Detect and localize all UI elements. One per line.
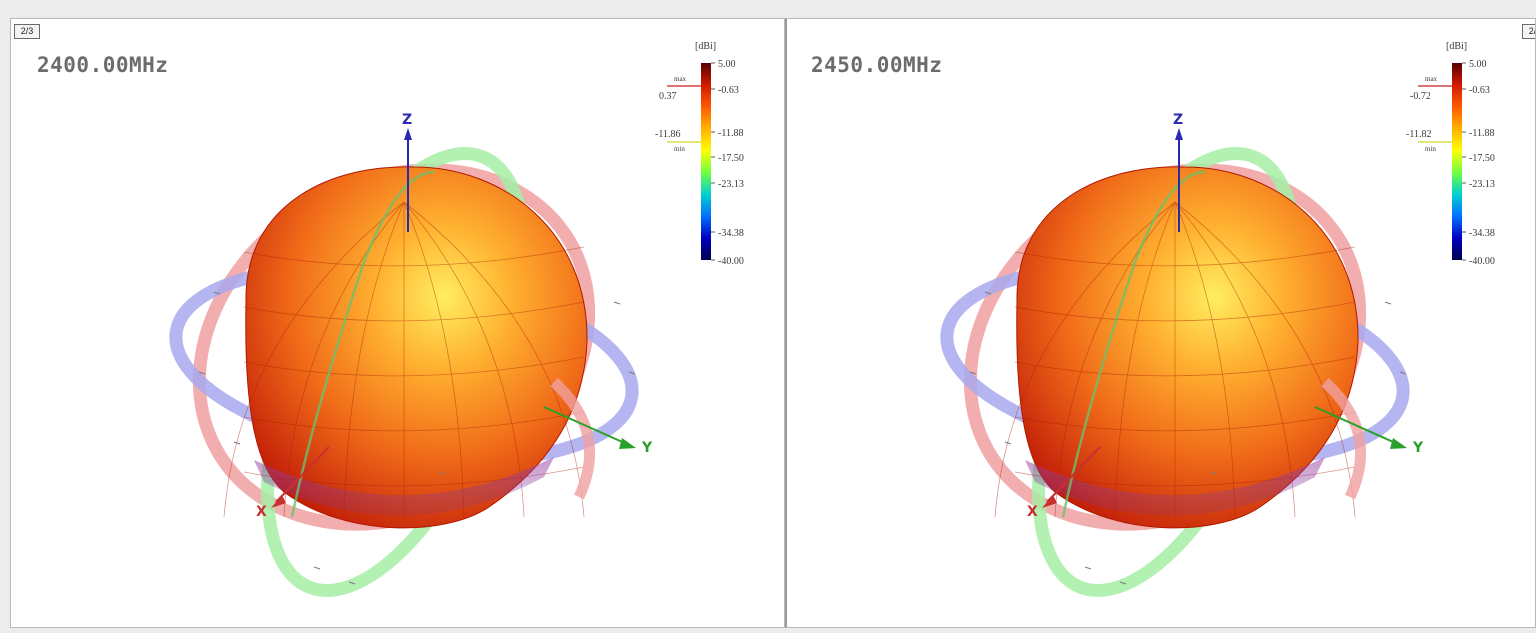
ring-tick [969, 371, 977, 375]
pattern-panel-right: 2/3 2450.00MHz Z Y X [dBi]5.00 -0.63 -11.88 -1… [785, 18, 1536, 628]
colorbar: [dBi]5.00 -0.63 -11.88 -17.50 -23.13 -34.38 -4… [1406, 41, 1495, 267]
colorbar-gradient [1452, 63, 1462, 260]
pattern-bottom-band [1025, 457, 1325, 516]
min-value: -11.86 [655, 129, 680, 140]
view-toggle-button[interactable]: 2/3 [1522, 24, 1535, 39]
ring-tick [1004, 441, 1012, 445]
x-axis-line [275, 446, 330, 503]
frequency-title: 2450.00MHz [811, 53, 943, 77]
frequency-title: 2400.00MHz [37, 53, 169, 77]
colorbar: [dBi]5.00 -0.63 -11.88 -17.50 -23.13 -34.38 -4… [655, 41, 744, 267]
colorbar-tick-label: -23.13 [718, 179, 744, 190]
y-axis-arrow [1390, 438, 1407, 449]
pattern-bottom-band [254, 457, 554, 516]
colorbar-tick-label: -40.00 [718, 256, 744, 267]
colorbar-tick-label: -40.00 [1469, 256, 1495, 267]
view-toggle-button[interactable]: 2/3 [14, 24, 40, 39]
colorbar-unit: [dBi] [1446, 41, 1467, 52]
y-axis-line [1314, 406, 1401, 446]
pattern-panel-left: 2/3 2400.00MHz Z Y X [dBi] 5.00 -0.63 -11.88 -1… [10, 18, 785, 628]
x-axis-label: X [256, 504, 267, 520]
ring-ticks [969, 291, 1407, 585]
min-marker-label: min [674, 145, 685, 153]
ring-tick [213, 291, 221, 295]
ring-tick [1084, 566, 1092, 570]
ring-tick [438, 471, 446, 475]
colorbar-tick-label: 5.00 [718, 59, 736, 70]
ring-tick [1209, 471, 1217, 475]
radiation-pattern-3d[interactable]: Z Y X [dBi]5.00 -0.63 -11.88 -17.50 -23.13 -34.3… [787, 19, 1536, 628]
y-axis-label: Y [1412, 440, 1424, 456]
ring-tick [198, 371, 206, 375]
radiation-pattern-3d[interactable]: Z Y X [dBi]5.00 -0.63 -11.88 -17.50 -23.13 -34.3… [11, 19, 785, 628]
pattern-facets [223, 201, 585, 518]
max-value: -0.72 [1410, 91, 1431, 102]
y-axis-arrow [619, 438, 636, 449]
ring-tick [313, 566, 321, 570]
colorbar-gradient [701, 63, 711, 260]
colorbar-tick-label: -34.38 [1469, 228, 1495, 239]
colorbar-tick-label: 5.00 [1469, 59, 1487, 70]
ring-tick [233, 441, 241, 445]
theta-ring-front [550, 377, 596, 500]
max-marker-label: max [674, 75, 687, 83]
x-axis-line [1046, 446, 1101, 503]
ring-tick [1119, 581, 1127, 585]
x-axis-label: X [1027, 504, 1038, 520]
ring-tick [984, 291, 992, 295]
min-marker-label: min [1425, 145, 1436, 153]
y-axis-line [543, 406, 630, 446]
colorbar-tick-label: -11.88 [1469, 128, 1494, 139]
colorbar-tick-label: -17.50 [1469, 153, 1495, 164]
ring-tick [613, 301, 621, 305]
ring-tick [628, 371, 636, 375]
y-axis-label: Y [641, 440, 653, 456]
colorbar-tick-label: -0.63 [718, 85, 739, 96]
z-axis-arrow [1175, 128, 1183, 140]
ring-tick [1384, 301, 1392, 305]
ring-ticks [198, 291, 636, 585]
z-axis-label: Z [1173, 112, 1183, 128]
x-axis-arrow [1042, 495, 1057, 508]
ring-tick [1399, 371, 1407, 375]
colorbar-tick-label: -34.38 [718, 228, 744, 239]
theta-ring-front [1321, 377, 1367, 500]
z-axis-arrow [404, 128, 412, 140]
colorbar-tick-label: -11.88 [718, 128, 743, 139]
ring-tick [348, 581, 356, 585]
x-axis-arrow [271, 495, 286, 508]
colorbar-tick-label: -0.63 [1469, 85, 1490, 96]
z-axis-label: Z [402, 112, 412, 128]
colorbar-tick-label: -23.13 [1469, 179, 1495, 190]
min-value: -11.82 [1406, 129, 1431, 140]
max-marker-label: max [1425, 75, 1438, 83]
colorbar-tick-label: -17.50 [718, 153, 744, 164]
colorbar-unit: [dBi] [695, 41, 716, 52]
max-value: 0.37 [659, 91, 677, 102]
